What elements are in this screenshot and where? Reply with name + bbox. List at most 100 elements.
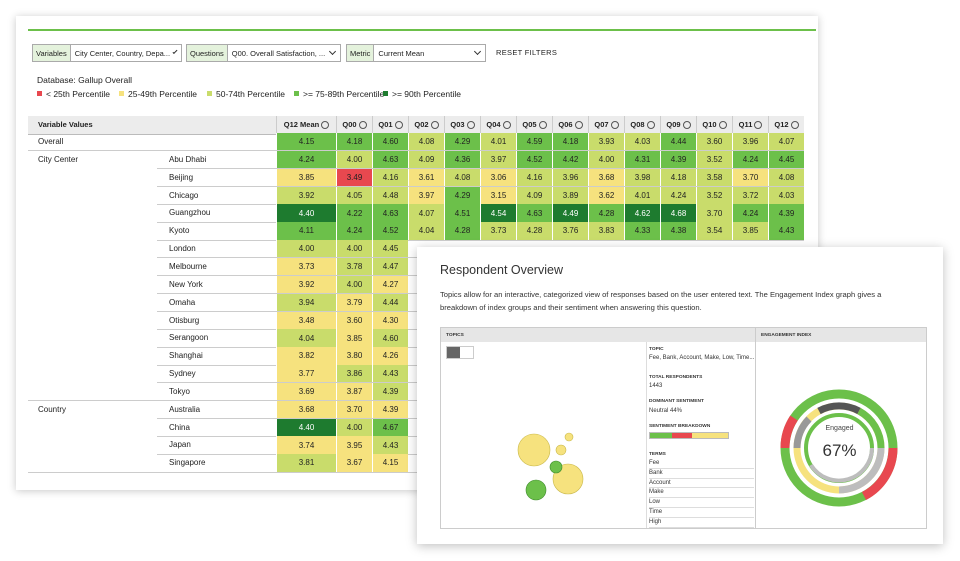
table-cell: 3.79 <box>336 293 372 311</box>
table-cell: 4.00 <box>336 240 372 258</box>
table-cell: 3.67 <box>336 454 372 472</box>
table-cell: 4.04 <box>276 329 336 347</box>
topic-value: Fee, Bank, Account, Make, Low, Time... <box>649 355 755 361</box>
column-header-text: Q03 <box>450 120 465 129</box>
column-header: Variable Values <box>28 116 276 133</box>
column-header: Q11 <box>732 116 768 133</box>
term-item[interactable]: Account <box>649 479 754 489</box>
column-header-text: Variable Values <box>38 120 93 129</box>
info-icon <box>466 120 475 129</box>
filter-dropdown[interactable]: Variables City Center, Country, Depa... <box>32 44 182 62</box>
table-cell: 4.43 <box>372 365 408 383</box>
reset-filters-button[interactable]: RESET FILTERS <box>496 48 558 57</box>
header-bar <box>441 328 926 342</box>
table-cell: 3.85 <box>732 222 768 240</box>
table-cell: 4.68 <box>660 204 696 222</box>
table-cell: 3.60 <box>336 311 372 329</box>
table-cell: 4.18 <box>660 168 696 187</box>
table-cell: 4.08 <box>444 168 480 187</box>
table-cell: 4.36 <box>444 150 480 169</box>
row-group-label: Country <box>38 404 67 414</box>
term-item[interactable]: Fee <box>649 459 754 469</box>
table-cell: 4.60 <box>372 133 408 151</box>
table-cell: 4.67 <box>372 418 408 436</box>
row-divider <box>157 239 804 241</box>
table-cell: 4.22 <box>336 204 372 222</box>
term-item[interactable]: Make <box>649 488 754 499</box>
table-cell: 3.70 <box>336 400 372 419</box>
table-cell: 4.44 <box>660 133 696 151</box>
legend-swatch <box>37 91 42 96</box>
filter-dropdown[interactable]: Questions Q00. Overall Satisfaction, ... <box>186 44 341 62</box>
table-cell: 4.26 <box>372 347 408 365</box>
table-cell: 3.97 <box>480 150 516 169</box>
table-cell: 4.24 <box>276 150 336 169</box>
table-cell: 3.60 <box>696 133 732 151</box>
table-cell: 4.24 <box>732 150 768 169</box>
table-cell: 4.00 <box>588 150 624 169</box>
term-item[interactable]: Bank <box>649 469 754 479</box>
legend-label: >= 75-89th Percentile <box>303 89 385 99</box>
table-cell: 4.44 <box>372 293 408 311</box>
respondent-overview-card: Respondent Overview Topics allow for an … <box>417 247 943 544</box>
table-cell: 4.08 <box>768 168 804 187</box>
column-header: Q08 <box>624 116 660 133</box>
table-cell: 3.61 <box>408 168 444 187</box>
table-cell: 4.00 <box>336 150 372 169</box>
column-header: Q00 <box>336 116 372 133</box>
term-item[interactable]: Low <box>649 498 754 508</box>
topics-header: TOPICS <box>446 333 464 338</box>
table-cell: 4.43 <box>768 222 804 240</box>
term-item[interactable]: Time <box>649 508 754 518</box>
respondents-value: 1443 <box>649 383 663 389</box>
table-cell: 3.86 <box>336 365 372 383</box>
table-cell: 3.82 <box>276 347 336 365</box>
column-header: Q07 <box>588 116 624 133</box>
row-label: Abu Dhabi <box>169 154 207 164</box>
row-label: Otisburg <box>169 315 200 325</box>
column-header-text: Q12 Mean <box>283 120 320 129</box>
engagement-donut <box>780 389 898 507</box>
table-cell: 3.81 <box>276 454 336 472</box>
table-cell: 4.54 <box>480 204 516 222</box>
legend-label: >= 90th Percentile <box>392 89 461 99</box>
table-cell: 4.59 <box>516 133 552 151</box>
table-cell: 4.03 <box>768 186 804 204</box>
table-cell: 3.52 <box>696 150 732 169</box>
column-header: Q02 <box>408 116 444 133</box>
info-icon <box>754 120 763 129</box>
column-header-text: Q09 <box>666 120 681 129</box>
legend-label: 25-49th Percentile <box>128 89 197 99</box>
row-label: Melbourne <box>169 261 207 271</box>
table-cell: 4.05 <box>336 186 372 204</box>
table-cell: 4.15 <box>276 133 336 151</box>
table-cell: 3.69 <box>276 382 336 401</box>
table-cell: 4.07 <box>408 204 444 222</box>
table-cell: 3.89 <box>552 186 588 204</box>
engagement-header: ENGAGEMENT INDEX <box>761 333 812 338</box>
table-cell: 4.08 <box>408 133 444 151</box>
column-header-text: Q08 <box>630 120 645 129</box>
table-cell: 4.31 <box>624 150 660 169</box>
column-header: Q01 <box>372 116 408 133</box>
table-cell: 4.18 <box>552 133 588 151</box>
table-cell: 3.73 <box>480 222 516 240</box>
respondents-label: TOTAL RESPONDENTS <box>649 375 703 380</box>
table-cell: 4.39 <box>372 400 408 419</box>
table-cell: 3.78 <box>336 257 372 276</box>
table-cell: 4.60 <box>372 329 408 347</box>
table-cell: 3.48 <box>276 311 336 329</box>
column-header-text: Q02 <box>414 120 429 129</box>
table-cell: 4.00 <box>336 275 372 294</box>
filter-dropdown[interactable]: Metric Current Mean <box>346 44 486 62</box>
table-cell: 4.28 <box>588 204 624 222</box>
view-toggle[interactable] <box>446 346 474 359</box>
table-cell: 4.00 <box>336 418 372 436</box>
table-cell: 3.97 <box>408 186 444 204</box>
term-item[interactable]: High <box>649 518 754 528</box>
row-label: Australia <box>169 404 201 414</box>
table-cell: 3.73 <box>276 257 336 276</box>
legend-swatch <box>294 91 299 96</box>
table-cell: 4.09 <box>408 150 444 169</box>
table-cell: 3.15 <box>480 186 516 204</box>
